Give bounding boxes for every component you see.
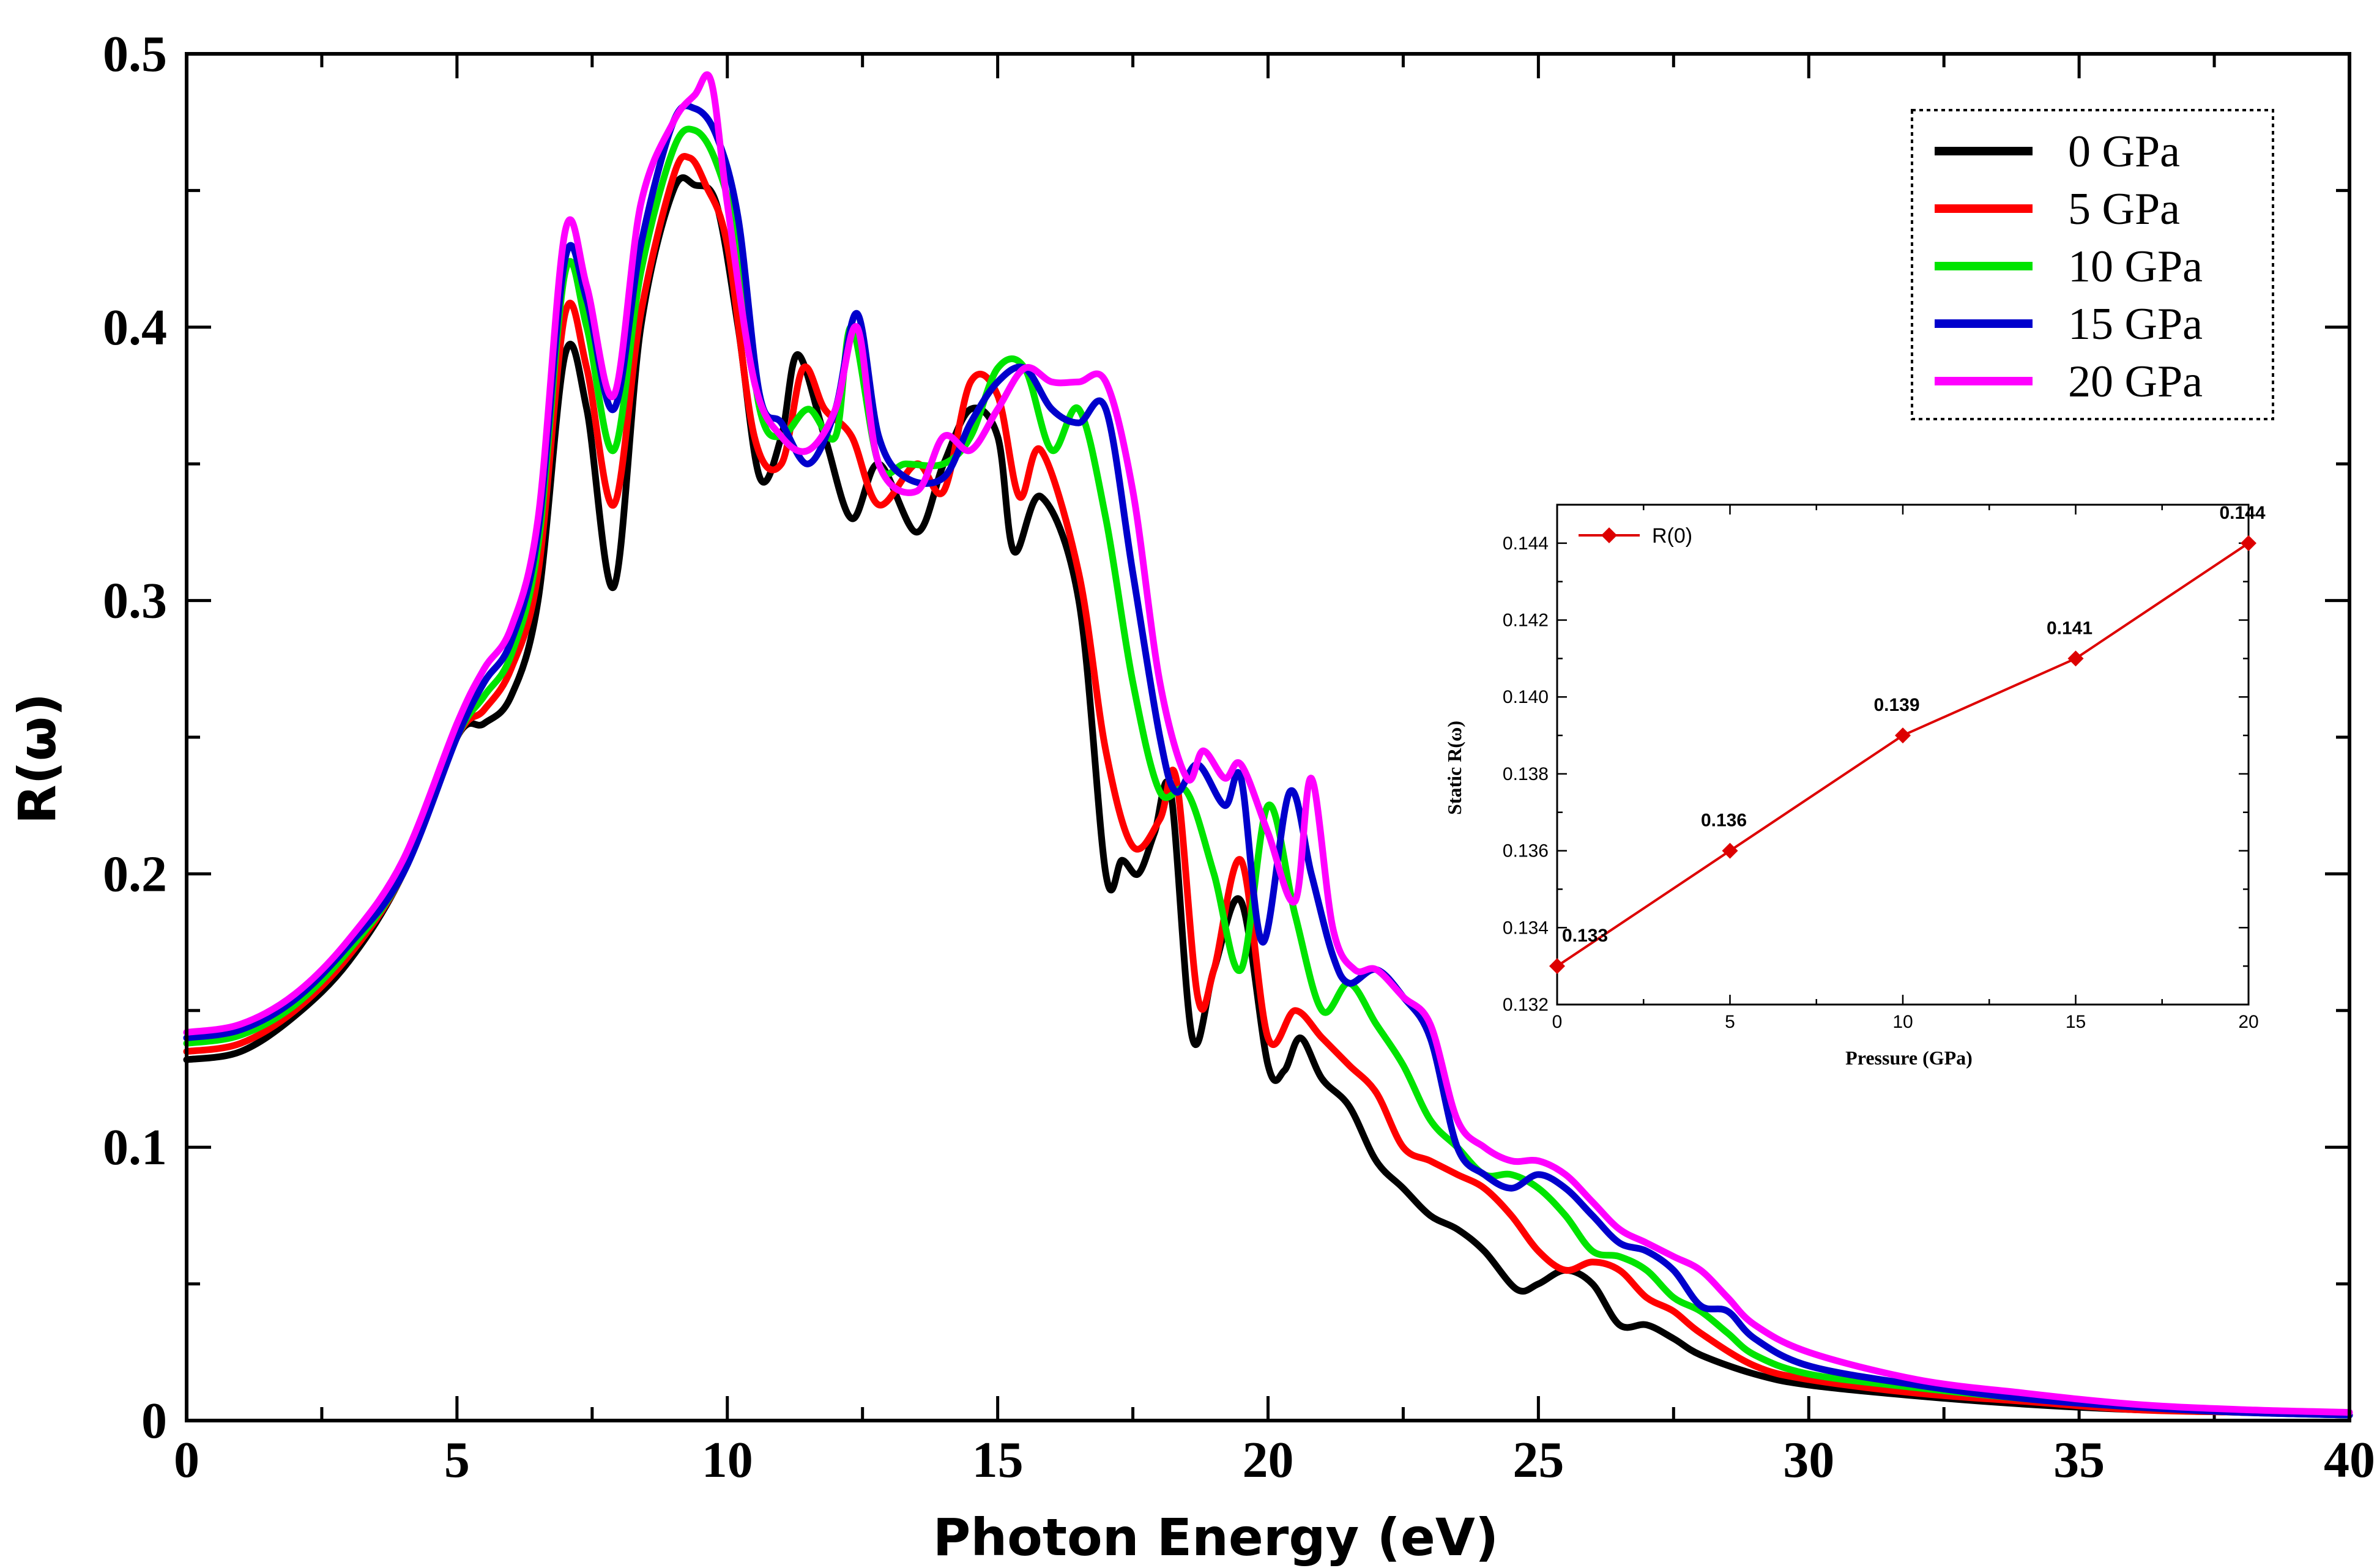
series-line-0gpa [183,174,2353,1419]
main-y-tick-labels: 0 0.1 0.2 0.3 0.4 0.5 [103,26,167,1449]
inset-y-axis-title: Static R(ω) [1443,721,1465,815]
x-tick-label: 20 [1243,1432,1294,1488]
inset-y-tick-label: 0.144 [1503,533,1549,554]
x-tick-label: 15 [972,1432,1024,1488]
inset-data-point [1549,958,1565,975]
x-tick-label: 10 [702,1432,753,1488]
inset-data-point [2241,535,2256,551]
inset-y-tick-label: 0.142 [1503,611,1549,631]
inset-data-point [2067,650,2084,667]
inset-y-tick-label: 0.136 [1503,841,1549,861]
main-series-group [183,71,2353,1419]
main-plot-frame [185,52,2351,1422]
inset-series-group [1549,535,2256,975]
series-line-20gpa [183,71,2353,1416]
inset-y-tick-label: 0.134 [1503,918,1549,938]
y-tick-label: 0.3 [103,573,167,630]
y-tick-label: 0.4 [103,299,167,356]
inset-axis-ticks [1556,503,2250,1006]
y-tick-label: 0.5 [103,26,167,83]
x-tick-label: 0 [174,1432,199,1488]
inset-plot-frame [1556,503,2250,1006]
series-line-5gpa [183,153,2353,1419]
main-chart: 0 5 10 15 20 25 30 35 40 0 0.1 0.2 0.3 0.4 0.5 Photon… [7,26,2375,1567]
x-tick-label: 30 [1783,1432,1834,1488]
inset-chart: 0 5 10 15 20 0.1320.1340.1360.1380.1400.1420… [1443,503,2266,1069]
legend-entry: 0 GPa [1935,127,2180,177]
legend-label-0gpa: 0 GPa [2068,127,2180,177]
legend-label-15gpa: 15 GPa [2068,299,2203,349]
inset-data-point [1895,727,1911,744]
inset-data-label: 0.141 [2047,618,2092,638]
inset-data-point [1722,842,1738,859]
legend-entry: 15 GPa [1935,299,2203,349]
inset-y-tick-labels: 0.132 0.134 0.136 0.138 0.140 0.142 0.144 [1503,533,1549,1015]
x-tick-label: 40 [2324,1432,2375,1488]
inset-y-tick-label: 0.140 [1503,687,1549,707]
inset-y-tick-label: 0.132 [1503,995,1549,1015]
inset-data-labels: 0.133 0.136 0.139 0.141 0.144 [1562,503,2266,946]
inset-x-axis-title: Pressure (GPa) [1845,1047,1973,1069]
inset-legend-marker [1601,527,1617,543]
legend-entry: 5 GPa [1935,184,2180,234]
main-y-axis-title: R(ω) [7,693,67,824]
inset-x-tick-labels: 0 5 10 15 20 [1552,1012,2259,1032]
inset-x-tick-label: 20 [2238,1012,2258,1032]
inset-legend-label: R(0) [1652,524,1692,548]
legend-label-5gpa: 5 GPa [2068,184,2180,234]
main-x-tick-labels: 0 5 10 15 20 25 30 35 40 [174,1432,2375,1488]
y-tick-label: 0.2 [103,845,167,902]
y-tick-label: 0.1 [103,1119,167,1176]
inset-data-label: 0.139 [1873,695,1919,715]
x-tick-label: 35 [2053,1432,2105,1488]
main-x-axis-title: Photon Energy (eV) [933,1507,1498,1567]
legend-entry: 20 GPa [1935,357,2203,407]
main-legend: 0 GPa 5 GPa 10 GPa 15 GPa 20 GPa [1911,109,2274,420]
legend-entry: 10 GPa [1935,242,2203,292]
inset-x-tick-label: 10 [1892,1012,1913,1032]
inset-x-tick-label: 15 [2066,1012,2086,1032]
inset-data-label: 0.133 [1562,926,1608,946]
inset-x-tick-label: 5 [1725,1012,1735,1032]
legend-label-10gpa: 10 GPa [2068,242,2203,292]
x-tick-label: 25 [1512,1432,1564,1488]
inset-x-tick-label: 0 [1552,1012,1563,1032]
x-tick-label: 5 [444,1432,470,1488]
inset-data-label: 0.144 [2219,503,2265,523]
series-line-15gpa [183,102,2353,1419]
inset-legend: R(0) [1579,524,1692,548]
legend-label-20gpa: 20 GPa [2068,357,2203,407]
y-tick-label: 0 [141,1392,167,1449]
inset-data-label: 0.136 [1701,811,1747,831]
inset-y-tick-label: 0.138 [1503,764,1549,784]
